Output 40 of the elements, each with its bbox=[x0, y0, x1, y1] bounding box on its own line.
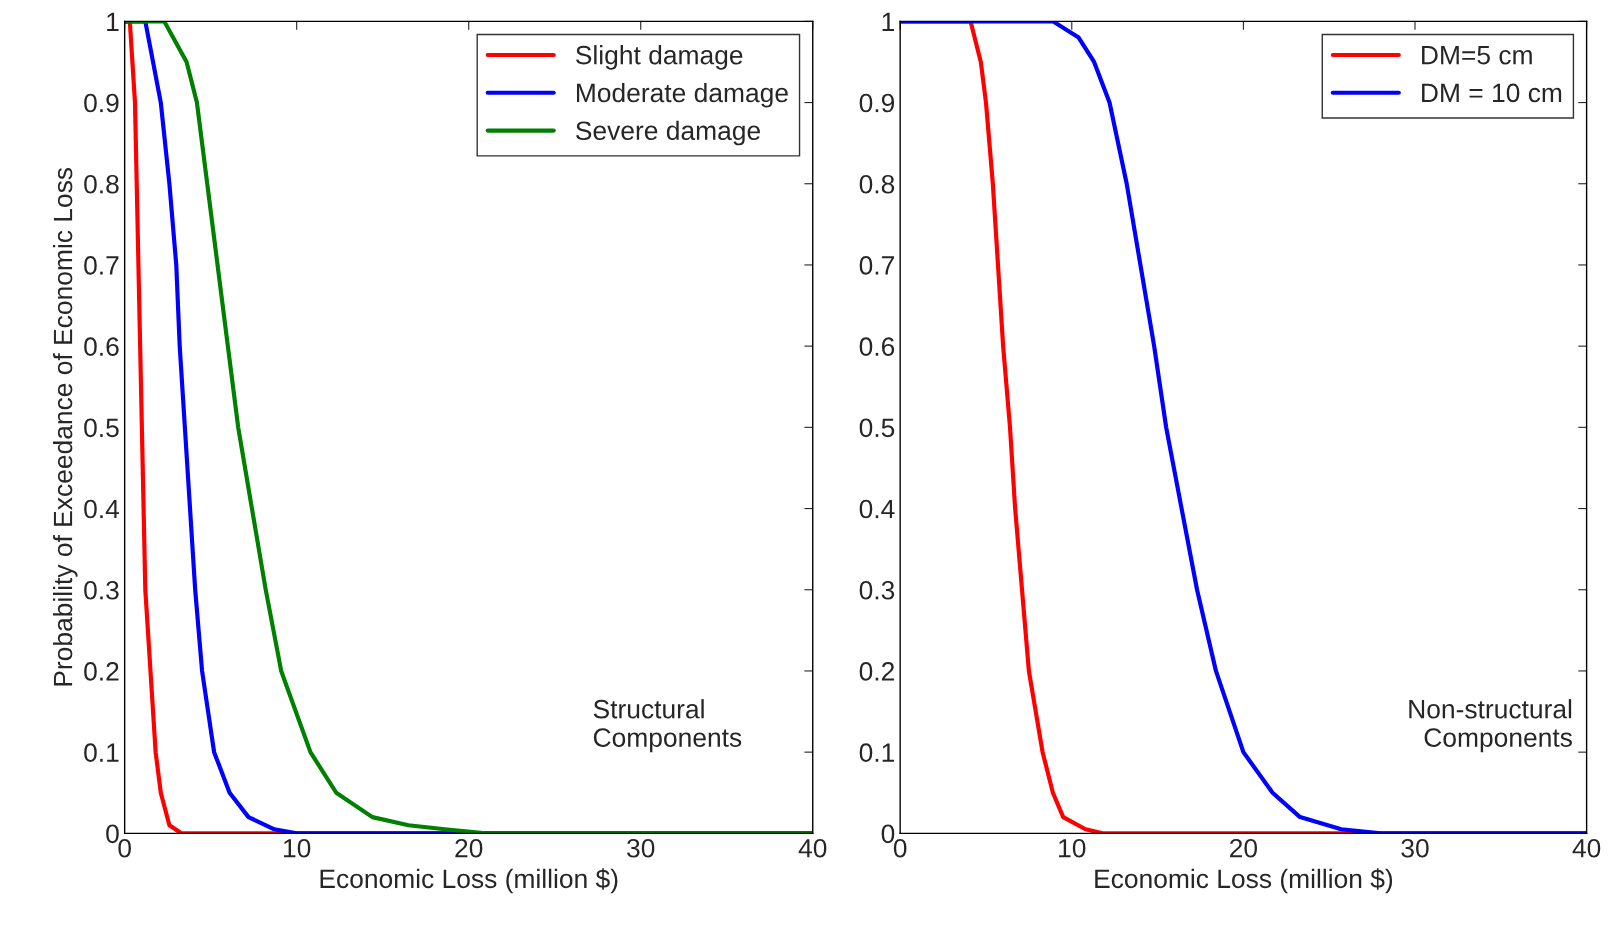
y-tick-label: 1 bbox=[107, 12, 119, 31]
y-tick-label: 0.5 bbox=[84, 418, 119, 438]
legend-label: DM = 10 cm bbox=[1422, 83, 1562, 103]
y-tick-label: 0.3 bbox=[84, 580, 119, 600]
x-tick-label: 40 bbox=[798, 838, 827, 858]
legend-label: Severe damage bbox=[576, 120, 760, 146]
y-tick-label: 0.6 bbox=[84, 337, 119, 356]
x-axis-title: Economic Loss (million $) bbox=[1095, 868, 1393, 894]
y-axis-title: Probability of Exceedance of Economic Loss bbox=[52, 167, 78, 686]
y-tick-label: 0.2 bbox=[84, 662, 119, 681]
legend-label: Slight damage bbox=[576, 45, 743, 70]
legend-label: Moderate damage bbox=[576, 82, 788, 108]
y-tick-label: 0.5 bbox=[859, 418, 895, 438]
y-tick-label: 0.4 bbox=[84, 499, 120, 519]
x-tick-label: 30 bbox=[1401, 838, 1429, 858]
y-tick-label: 0.3 bbox=[859, 580, 895, 600]
x-tick-label: 10 bbox=[1059, 838, 1086, 858]
y-tick-label: 0.1 bbox=[859, 743, 895, 762]
x-tick-label: 20 bbox=[455, 838, 483, 858]
x-tick-label: 10 bbox=[284, 838, 311, 858]
annotation: Structural Components bbox=[593, 699, 742, 753]
y-tick-label: 0.4 bbox=[859, 499, 895, 519]
x-tick-label: 40 bbox=[1572, 838, 1601, 858]
y-tick-label: 0.2 bbox=[859, 662, 894, 681]
y-tick-label: 0.9 bbox=[859, 93, 895, 113]
y-tick-label: 0 bbox=[106, 824, 119, 844]
y-tick-label: 1 bbox=[882, 12, 895, 31]
y-tick-label: 0.1 bbox=[84, 743, 119, 762]
x-axis-title: Economic Loss (million $) bbox=[320, 868, 618, 894]
y-tick-label: 0 bbox=[881, 824, 895, 844]
y-tick-label: 0.7 bbox=[859, 256, 894, 275]
y-tick-label: 0.6 bbox=[859, 337, 895, 356]
x-tick-label: 20 bbox=[1230, 838, 1258, 858]
legend-label: DM=5 cm bbox=[1422, 46, 1532, 65]
y-tick-label: 0.8 bbox=[84, 174, 119, 194]
y-tick-label: 0.8 bbox=[859, 174, 895, 194]
y-tick-label: 0.9 bbox=[84, 93, 119, 113]
x-tick-label: 30 bbox=[627, 838, 655, 858]
y-tick-label: 0.7 bbox=[84, 256, 119, 275]
annotation: Non-structural Components bbox=[1409, 699, 1572, 753]
